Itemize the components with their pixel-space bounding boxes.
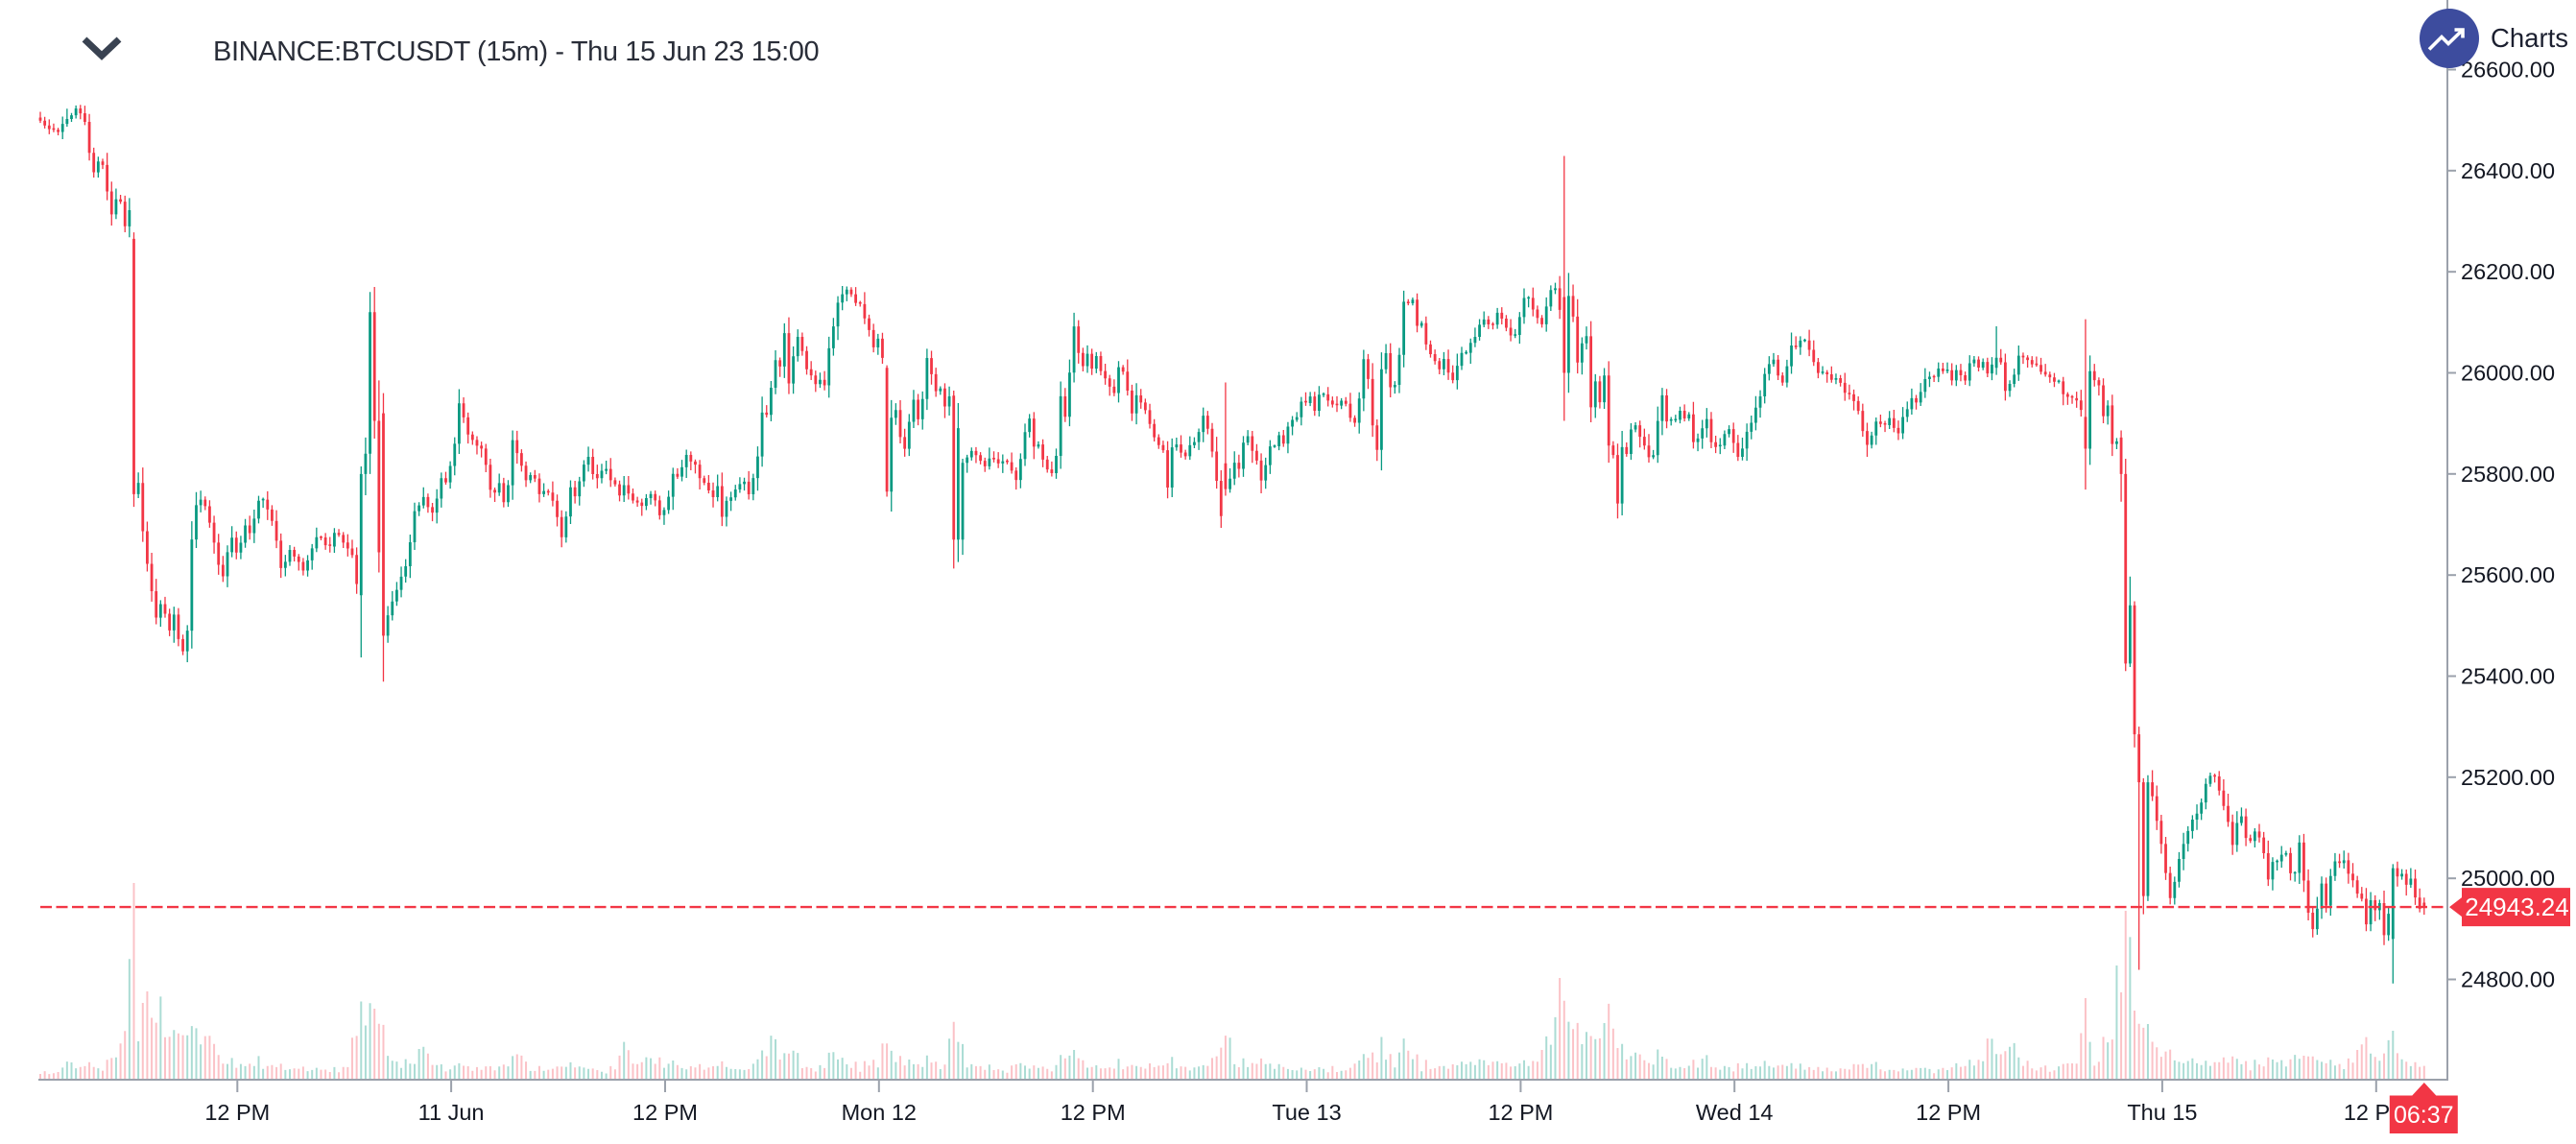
candle-bodies-up [60,108,2413,940]
countdown-bubble [2389,1083,2458,1133]
price-tick [2448,775,2456,778]
price-tick-label: 25000.00 [2461,866,2555,891]
price-label-bubble [2449,888,2570,927]
time-tick [236,1081,239,1092]
price-tick-label: 25600.00 [2461,562,2555,587]
time-tick [2160,1081,2163,1092]
countdown-value: 06:37 [2394,1102,2454,1129]
chart-title: BINANCE:BTCUSDT (15m) - Thu 15 Jun 23 15… [213,36,820,67]
price-tick [2448,574,2456,577]
candle-wicks-up [61,105,2412,984]
time-tick-label: Thu 15 [2127,1100,2197,1125]
price-tick [2448,877,2456,880]
time-tick [450,1081,453,1092]
volume-bars-down [39,883,2425,1079]
time-axis-line[interactable] [38,1079,2448,1081]
price-tick [2448,675,2456,678]
price-label-value: 24943.24 [2465,893,2568,921]
price-tick [2448,271,2456,274]
price-tick-label: 26200.00 [2461,259,2555,284]
trend-up-logo-icon [2420,9,2479,68]
time-tick-label: 12 PM [632,1100,698,1125]
time-tick-label: 12 PM [204,1100,270,1125]
price-tick [2448,978,2456,981]
time-tick [1305,1081,1308,1092]
time-tick [877,1081,880,1092]
time-tick-label: 12 PM [1916,1100,1981,1125]
time-tick-label: 12 PM [1488,1100,1553,1125]
time-tick [2374,1081,2377,1092]
price-tick-label: 25800.00 [2461,462,2555,487]
price-tick-label: 26400.00 [2461,158,2555,183]
collapse-chart-button[interactable] [81,35,123,63]
price-tick-label: 26600.00 [2461,58,2555,83]
time-tick-label: Wed 14 [1696,1100,1774,1125]
price-tick-label: 24800.00 [2461,967,2555,992]
current-price-label: 24943.24 [2449,888,2570,927]
time-tick [664,1081,666,1092]
time-tick [1947,1081,1950,1092]
price-tick-label: 25400.00 [2461,664,2555,689]
price-tick-label: 25200.00 [2461,765,2555,790]
time-tick-label: Mon 12 [842,1100,917,1125]
volume-bars-up [61,937,2412,1079]
candle-wicks-down [39,105,2425,970]
candle-bodies-down [38,108,2426,936]
price-tick [2448,472,2456,475]
tradingview-attribution[interactable]: Charts powered by TradingView [2420,9,2576,68]
attribution-text: Charts powered by TradingView [2491,23,2576,53]
time-tick [1519,1081,1522,1092]
price-axis-line[interactable] [2446,0,2448,1081]
time-tick [1091,1081,1094,1092]
price-tick [2448,169,2456,172]
candle-countdown-badge: 06:37 [2389,1083,2458,1133]
price-tick [2448,371,2456,374]
time-tick-label: 11 Jun [418,1100,485,1125]
time-tick [1733,1081,1736,1092]
price-tick-label: 26000.00 [2461,361,2555,386]
price-tick [2448,68,2456,71]
time-tick-label: 12 PM [1061,1100,1126,1125]
chevron-down-icon [82,36,122,60]
time-tick-label: Tue 13 [1272,1100,1341,1125]
